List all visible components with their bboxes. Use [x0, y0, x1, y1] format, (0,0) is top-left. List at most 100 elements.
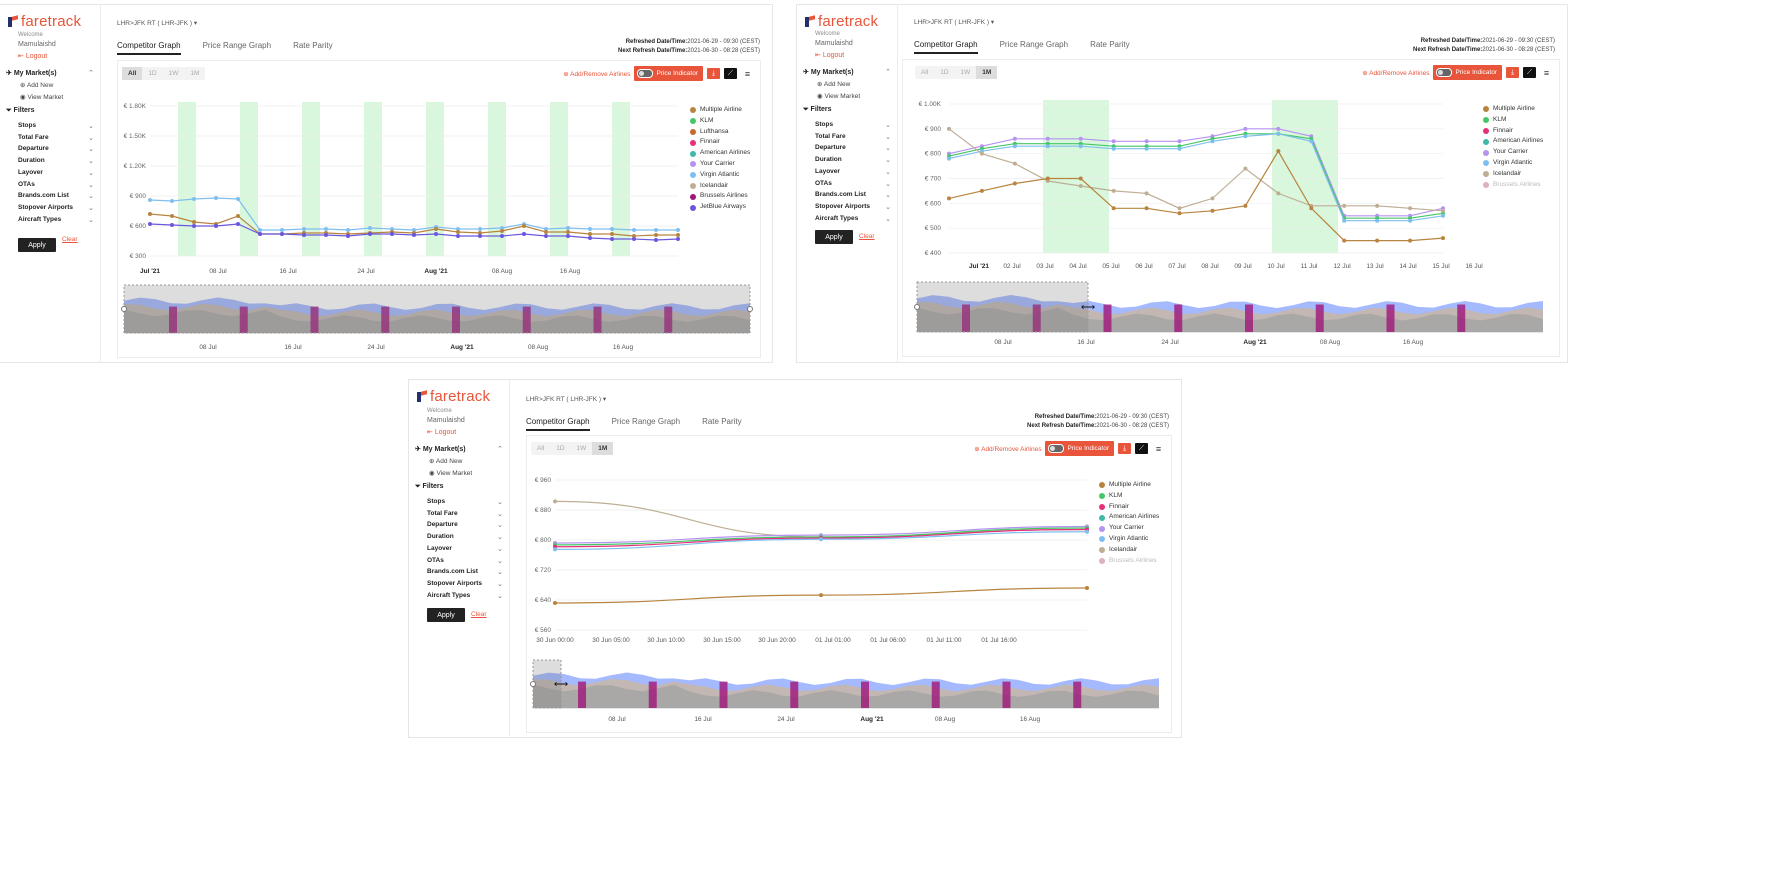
view-market-link[interactable]: ◉ View Market — [817, 93, 861, 100]
legend-item[interactable]: KLM — [1483, 115, 1543, 126]
legend-item[interactable]: KLM — [1099, 491, 1159, 502]
filter-otas[interactable]: OTAs ⌄ — [427, 557, 503, 565]
my-markets-header[interactable]: ✈ My Market(s) ⌃ — [415, 446, 503, 453]
tab-price-range-graph[interactable]: Price Range Graph — [999, 40, 1069, 49]
apply-button[interactable]: Apply — [815, 230, 853, 244]
tab-competitor-graph[interactable]: Competitor Graph — [914, 40, 978, 54]
legend-item[interactable]: Your Carrier — [690, 159, 750, 170]
filter-departure[interactable]: Departure ⌄ — [815, 144, 891, 152]
legend-item[interactable]: American Airlines — [1099, 512, 1159, 523]
range-1d-button[interactable]: 1D — [148, 70, 157, 77]
legend-item[interactable]: Finnair — [1099, 502, 1159, 513]
legend-item[interactable]: American Airlines — [690, 148, 750, 159]
add-new-link[interactable]: ⊕ Add New — [20, 82, 54, 89]
legend-item[interactable]: JetBlue Airways — [690, 202, 750, 213]
my-markets-header[interactable]: ✈ My Market(s) ⌃ — [803, 69, 891, 76]
price-chart[interactable]: € 1.80K € 1.50K € 1.20K € 900 € 600 € 300 Jul … — [118, 61, 760, 357]
filter-stopover-airports[interactable]: Stopover Airports ⌄ — [18, 204, 94, 212]
tab-price-range-graph[interactable]: Price Range Graph — [202, 41, 272, 50]
legend-item[interactable]: KLM — [690, 116, 750, 127]
tab-price-range-graph[interactable]: Price Range Graph — [611, 417, 681, 426]
filter-total-fare[interactable]: Total Fare ⌄ — [18, 134, 94, 142]
price-chart[interactable]: € 1.00K € 900 € 800 € 700 € 600 € 500 € 400 Jul… — [903, 60, 1559, 356]
range-1w-button[interactable]: 1W — [960, 69, 971, 76]
add-remove-airlines-link[interactable]: ⊕ Add/Remove Airlines — [974, 445, 1042, 453]
filter-brands-com-list[interactable]: Brands.com List ⌄ — [18, 192, 94, 200]
logout-link[interactable]: ⇤ Logout — [18, 53, 48, 60]
tab-rate-parity[interactable]: Rate Parity — [293, 41, 333, 50]
price-indicator-toggle[interactable]: Price Indicator — [1045, 441, 1114, 456]
tab-competitor-graph[interactable]: Competitor Graph — [117, 41, 181, 55]
add-new-link[interactable]: ⊕ Add New — [817, 81, 851, 88]
legend-item[interactable]: American Airlines — [1483, 136, 1543, 147]
clear-link[interactable]: Clear — [859, 233, 875, 240]
download-icon[interactable]: ⤓ — [1506, 67, 1519, 78]
legend-item[interactable]: Virgin Atlantic — [690, 170, 750, 181]
legend-item[interactable]: Brussels Airlines — [690, 191, 750, 202]
tab-competitor-graph[interactable]: Competitor Graph — [526, 417, 590, 431]
filter-total-fare[interactable]: Total Fare ⌄ — [815, 133, 891, 141]
range-1d-button[interactable]: 1D — [940, 69, 949, 76]
legend-item[interactable]: Your Carrier — [1099, 523, 1159, 534]
filter-departure[interactable]: Departure ⌄ — [427, 521, 503, 529]
filter-stops[interactable]: Stops ⌄ — [427, 498, 503, 506]
tab-rate-parity[interactable]: Rate Parity — [702, 417, 742, 426]
price-indicator-toggle[interactable]: Price Indicator — [634, 66, 703, 81]
legend-item[interactable]: Finnair — [1483, 126, 1543, 137]
filter-aircraft-types[interactable]: Aircraft Types ⌄ — [427, 592, 503, 600]
range-1d-button[interactable]: 1D — [556, 445, 565, 452]
price-chart[interactable]: € 960 € 880 € 800 € 720 € 640 € 560 30 Jun 00:… — [527, 436, 1171, 732]
filter-layover[interactable]: Layover ⌄ — [815, 168, 891, 176]
legend-item[interactable]: Finnair — [690, 137, 750, 148]
menu-icon[interactable]: ≡ — [1155, 443, 1162, 454]
legend-item[interactable]: Icelandair — [1483, 169, 1543, 180]
add-new-link[interactable]: ⊕ Add New — [429, 458, 463, 465]
legend-item[interactable]: Icelandair — [1099, 545, 1159, 556]
range-all-button[interactable]: All — [122, 67, 143, 80]
filter-stops[interactable]: Stops ⌄ — [18, 122, 94, 130]
range-1m-button[interactable]: 1M — [190, 70, 200, 77]
legend-item[interactable]: Multiple Airline — [690, 105, 750, 116]
filter-stops[interactable]: Stops ⌄ — [815, 121, 891, 129]
filter-layover[interactable]: Layover ⌄ — [18, 169, 94, 177]
route-selector[interactable]: LHR>JFK RT ( LHR-JFK ) ▾ — [914, 19, 995, 26]
filter-duration[interactable]: Duration ⌄ — [427, 533, 503, 541]
clear-link[interactable]: Clear — [471, 611, 487, 618]
filter-otas[interactable]: OTAs ⌄ — [18, 181, 94, 189]
menu-icon[interactable]: ≡ — [744, 68, 751, 79]
filter-duration[interactable]: Duration ⌄ — [815, 156, 891, 164]
range-all-button[interactable]: All — [537, 445, 545, 452]
legend-item[interactable]: Brussels Airlines — [1483, 180, 1543, 191]
price-indicator-toggle[interactable]: Price Indicator — [1433, 65, 1502, 80]
legend-item[interactable]: Lufthansa — [690, 127, 750, 138]
line-chart-icon[interactable]: ⟋ — [724, 68, 737, 79]
legend-item[interactable]: Multiple Airline — [1099, 480, 1159, 491]
route-selector[interactable]: LHR>JFK RT ( LHR-JFK ) ▾ — [117, 20, 198, 27]
filter-total-fare[interactable]: Total Fare ⌄ — [427, 510, 503, 518]
legend-item[interactable]: Virgin Atlantic — [1099, 534, 1159, 545]
download-icon[interactable]: ⤓ — [707, 68, 720, 79]
apply-button[interactable]: Apply — [427, 608, 465, 622]
download-icon[interactable]: ⤓ — [1118, 443, 1131, 454]
line-chart-icon[interactable]: ⟋ — [1135, 443, 1148, 454]
range-1m-button[interactable]: 1M — [976, 66, 998, 79]
filter-layover[interactable]: Layover ⌄ — [427, 545, 503, 553]
filter-aircraft-types[interactable]: Aircraft Types ⌄ — [18, 216, 94, 224]
legend-item[interactable]: Brussels Airlines — [1099, 556, 1159, 567]
logout-link[interactable]: ⇤ Logout — [427, 429, 457, 436]
legend-item[interactable]: Virgin Atlantic — [1483, 158, 1543, 169]
clear-link[interactable]: Clear — [62, 236, 78, 243]
line-chart-icon[interactable]: ⟋ — [1523, 67, 1536, 78]
filter-brands-com-list[interactable]: Brands.com List ⌄ — [815, 191, 891, 199]
add-remove-airlines-link[interactable]: ⊕ Add/Remove Airlines — [563, 70, 631, 78]
filter-duration[interactable]: Duration ⌄ — [18, 157, 94, 165]
view-market-link[interactable]: ◉ View Market — [20, 94, 64, 101]
filter-stopover-airports[interactable]: Stopover Airports ⌄ — [815, 203, 891, 211]
range-1m-button[interactable]: 1M — [592, 442, 614, 455]
view-market-link[interactable]: ◉ View Market — [429, 470, 473, 477]
filter-aircraft-types[interactable]: Aircraft Types ⌄ — [815, 215, 891, 223]
tab-rate-parity[interactable]: Rate Parity — [1090, 40, 1130, 49]
filter-brands-com-list[interactable]: Brands.com List ⌄ — [427, 568, 503, 576]
my-markets-header[interactable]: ✈ My Market(s) ⌃ — [6, 70, 94, 77]
filter-otas[interactable]: OTAs ⌄ — [815, 180, 891, 188]
